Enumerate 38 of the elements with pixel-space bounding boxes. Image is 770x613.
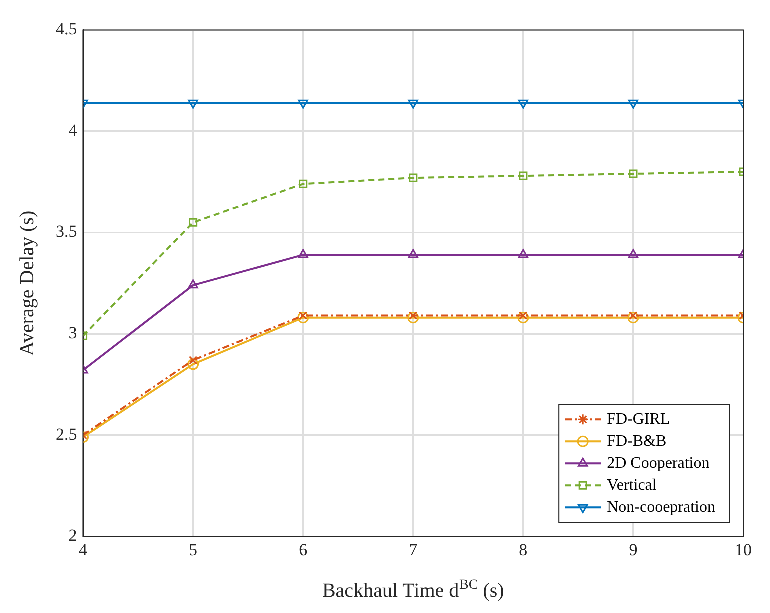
y-tick-label: 2 (68, 526, 78, 546)
point (189, 356, 198, 365)
legend-label: Non-cooepration (607, 498, 716, 516)
point (298, 100, 308, 109)
point (299, 180, 308, 188)
point (628, 100, 639, 109)
x-tick-label: 5 (189, 540, 198, 560)
point (409, 312, 418, 320)
point (409, 174, 418, 182)
x-tick-label: 8 (519, 540, 528, 560)
point (298, 312, 310, 324)
x-tick-label: 6 (299, 540, 308, 560)
legend-label: FD-B&B (607, 432, 667, 450)
y-tick-label: 3 (68, 324, 78, 343)
y-axis-title: Average Delay (s) (16, 210, 38, 356)
point (189, 218, 198, 227)
y-tick-label: 2.5 (56, 424, 78, 444)
point (188, 100, 198, 109)
point (408, 312, 420, 324)
x-tick-label: 9 (629, 540, 638, 560)
point (518, 100, 528, 109)
point (519, 312, 528, 320)
legend-label: FD-GIRL (607, 410, 670, 428)
x-tick-label: 10 (735, 540, 752, 560)
point (519, 172, 528, 180)
point (628, 312, 640, 324)
x-tick-label: 7 (409, 540, 418, 560)
y-tick-label: 4 (68, 120, 78, 140)
point (299, 312, 308, 320)
point (408, 100, 418, 109)
point (629, 312, 638, 320)
point (629, 170, 638, 178)
legend-label: Vertical (607, 476, 658, 494)
legend-label: 2D Cooperation (607, 454, 710, 472)
y-tick-label: 4.5 (56, 20, 78, 39)
point (188, 358, 200, 370)
point (518, 312, 530, 324)
y-tick-label: 3.5 (56, 222, 78, 242)
